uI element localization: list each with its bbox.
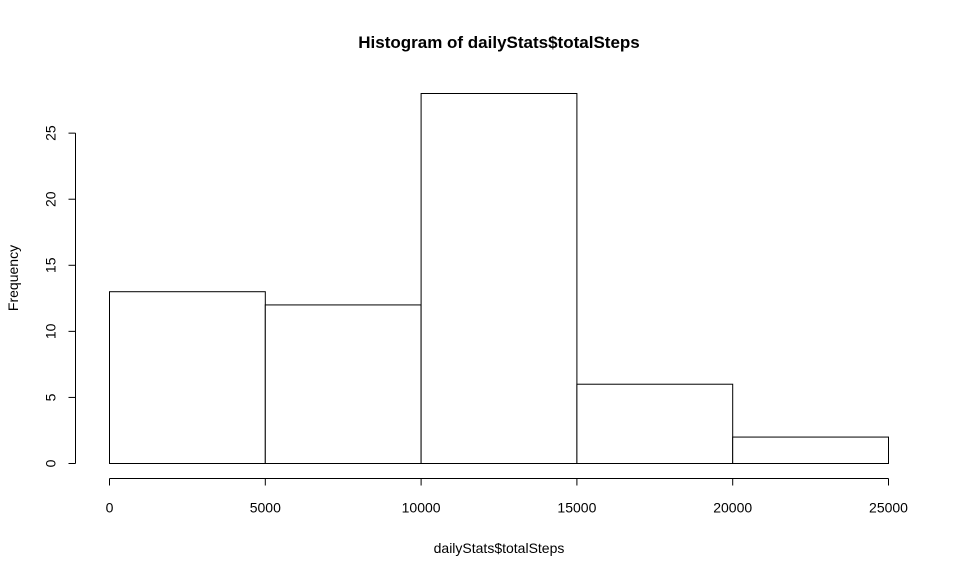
x-tick-label: 25000: [869, 500, 908, 516]
x-tick-label: 5000: [250, 500, 281, 516]
histogram-bar-5: [732, 436, 890, 465]
x-tick-label: 10000: [402, 500, 441, 516]
chart-title: Histogram of dailyStats$totalSteps: [358, 33, 640, 52]
y-axis-label: Frequency: [5, 245, 21, 311]
y-tick-label: 5: [43, 393, 59, 401]
x-axis-label: dailyStats$totalSteps: [434, 540, 565, 556]
histogram-bar-1: [109, 291, 266, 465]
y-tick-label: 15: [43, 257, 59, 273]
histogram-bar-3: [420, 93, 578, 464]
bars-group: [109, 93, 890, 465]
y-tick-label: 25: [43, 125, 59, 141]
y-tick-label: 20: [43, 191, 59, 207]
x-axis: 0 5000 10000 15000 20000 25000: [106, 478, 908, 516]
histogram-bar-2: [264, 304, 422, 464]
x-tick-label: 0: [106, 500, 114, 516]
y-axis: 0 5 10 15 20 25: [43, 125, 76, 467]
x-tick-label: 15000: [557, 500, 596, 516]
y-tick-label: 10: [43, 323, 59, 339]
histogram-bar-4: [576, 383, 734, 465]
x-tick-label: 20000: [713, 500, 752, 516]
y-tick-label: 0: [43, 459, 59, 467]
